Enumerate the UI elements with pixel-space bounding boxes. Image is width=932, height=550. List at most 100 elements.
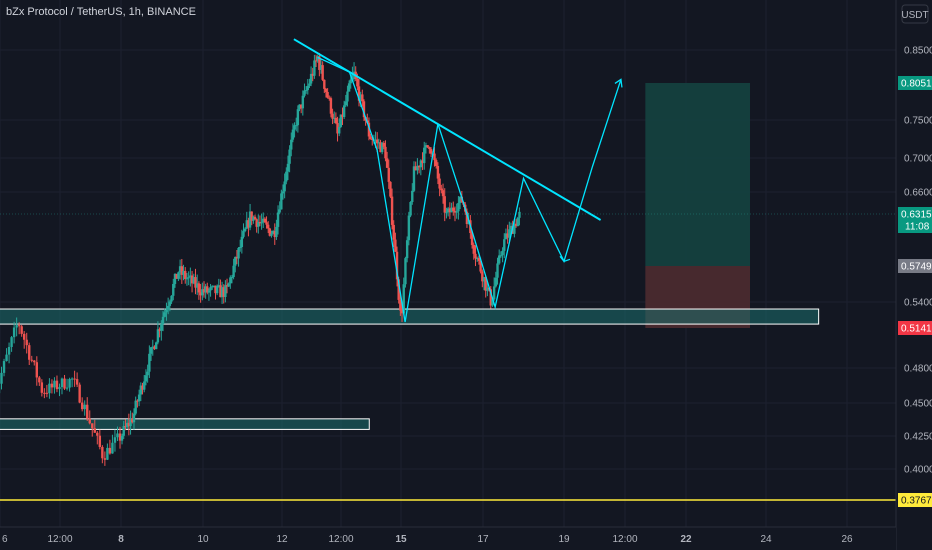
candle-down: [331, 113, 334, 119]
candle-up: [501, 250, 504, 256]
candle-up: [161, 316, 165, 325]
candle-down: [336, 123, 339, 134]
candle-up: [243, 228, 247, 232]
time-tick-label: 26: [841, 534, 853, 545]
candle-up: [187, 277, 190, 279]
candle-down: [141, 385, 144, 390]
candle-down: [214, 285, 217, 294]
price-badge-yellow: [898, 493, 932, 507]
candle-down: [417, 165, 421, 168]
candle-up: [172, 283, 175, 296]
candle-down: [253, 216, 257, 220]
time-tick-label: 17: [477, 534, 489, 545]
price-tick-label: 0.5400: [904, 298, 932, 309]
candle-up: [170, 295, 173, 302]
candle-up: [12, 327, 16, 338]
candle-up: [204, 286, 207, 293]
candle-up: [333, 117, 336, 119]
candle-up: [337, 126, 341, 134]
candle-down: [299, 104, 303, 109]
currency-box[interactable]: [901, 4, 929, 24]
symbol-title: bZx Protocol / TetherUS, 1h, BINANCE: [6, 6, 196, 18]
currency-label: USDT: [901, 10, 928, 21]
projected-path[interactable]: [317, 56, 622, 323]
candle-down: [93, 428, 96, 433]
candle-up: [257, 221, 260, 227]
candle-up: [496, 263, 499, 278]
candle-down: [443, 196, 446, 213]
candle-down: [379, 142, 382, 153]
candle-up: [137, 394, 141, 402]
candle-up: [262, 218, 265, 223]
candle-down: [433, 153, 436, 161]
candle-up: [178, 266, 182, 273]
candle-down: [206, 286, 209, 293]
candle-down: [153, 346, 156, 350]
candle-up: [344, 101, 347, 106]
candle-up: [211, 286, 214, 288]
time-axis-panel[interactable]: [0, 527, 896, 550]
candle-down: [190, 275, 194, 284]
price-badge-label: 0.6315: [901, 210, 932, 221]
price-tick-label: 0.4800: [904, 364, 932, 375]
time-tick-label: 6: [2, 534, 8, 545]
candle-up: [359, 94, 362, 101]
candle-down: [43, 392, 46, 394]
candle-down: [441, 190, 445, 197]
candle-up: [492, 286, 496, 300]
candle-up: [319, 65, 323, 70]
candle-up: [402, 284, 405, 314]
candle-up: [168, 301, 172, 306]
candle-down: [361, 94, 364, 102]
candle-down: [91, 423, 94, 429]
price-axis-panel[interactable]: [896, 0, 932, 550]
price-tick-label: 0.4000: [904, 465, 932, 476]
candle-up: [278, 209, 281, 213]
candle-down: [367, 122, 371, 137]
candle-up: [139, 385, 143, 395]
candle-down: [17, 325, 21, 327]
candle-up: [306, 85, 309, 91]
long-position-target-zone[interactable]: [645, 83, 750, 266]
candle-down: [472, 244, 475, 254]
candle-down: [318, 56, 321, 70]
candle-up: [301, 95, 305, 109]
candle-down: [429, 149, 433, 154]
candle-down: [101, 446, 104, 459]
candle-down: [514, 223, 518, 227]
candle-down: [453, 210, 457, 213]
candle-up: [412, 166, 416, 191]
price-badge-green: [898, 76, 932, 90]
candle-down: [38, 377, 41, 383]
time-tick-label: 12:00: [612, 534, 637, 545]
candle-down: [30, 359, 33, 361]
candle-up: [374, 139, 377, 141]
candle-down: [124, 426, 127, 428]
support-zone-upper[interactable]: [0, 308, 820, 325]
candle-down: [88, 418, 91, 424]
price-tick-label: 0.7000: [904, 154, 932, 165]
candle-down: [356, 79, 359, 87]
candle-up: [232, 265, 235, 278]
candle-up: [424, 145, 428, 148]
candle-up: [132, 413, 136, 423]
candle-up: [296, 109, 300, 126]
candle-down: [397, 279, 400, 300]
candle-up: [339, 114, 343, 127]
candle-down: [199, 292, 202, 296]
candle-up: [156, 329, 160, 343]
candle-up: [260, 222, 263, 224]
candle-down: [382, 142, 386, 147]
candle-up: [518, 211, 521, 218]
candle-up: [201, 289, 204, 296]
support-zone-lower[interactable]: [0, 418, 370, 430]
candle-down: [506, 233, 509, 238]
candle-up: [68, 379, 71, 388]
candle-down: [127, 422, 131, 427]
candle-up: [165, 309, 168, 313]
candle-down: [357, 86, 361, 101]
candle-down: [376, 139, 379, 144]
